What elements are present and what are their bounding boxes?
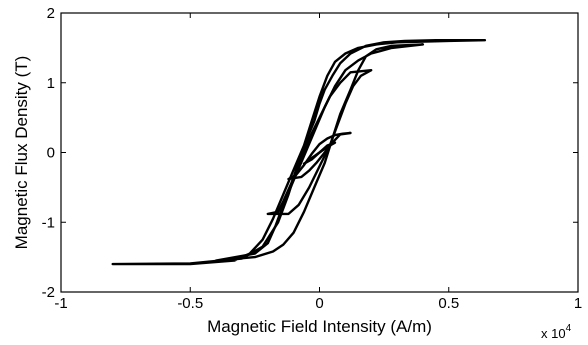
- y-tick-labels: 2 1 0 -1 -2: [42, 5, 55, 301]
- x-tick-label: 0: [315, 295, 323, 312]
- hysteresis-loop-6: [310, 146, 329, 160]
- y-tick-label: 1: [47, 75, 55, 92]
- x-axis-label: Magnetic Field Intensity (A/m): [207, 317, 432, 336]
- x-tick-labels: -1 -0.5 0 0.5 1: [54, 295, 582, 312]
- hysteresis-curves: [111, 39, 487, 266]
- x-scale-prefix: x 10: [541, 326, 566, 341]
- x-tick-label: -1: [54, 295, 67, 312]
- y-axis-label: Magnetic Flux Density (T): [12, 56, 31, 250]
- x-tick-label: 0.5: [438, 295, 459, 312]
- axis-ticks: [60, 12, 579, 293]
- x-scale-multiplier: x 104: [541, 323, 572, 341]
- x-tick-label: -0.5: [177, 295, 203, 312]
- x-scale-exponent: 4: [566, 323, 572, 334]
- x-tick-label: 1: [574, 295, 582, 312]
- y-tick-label: 0: [47, 145, 55, 162]
- y-tick-label: 2: [47, 5, 55, 22]
- y-tick-label: -1: [42, 214, 55, 231]
- y-tick-label: -2: [42, 284, 55, 301]
